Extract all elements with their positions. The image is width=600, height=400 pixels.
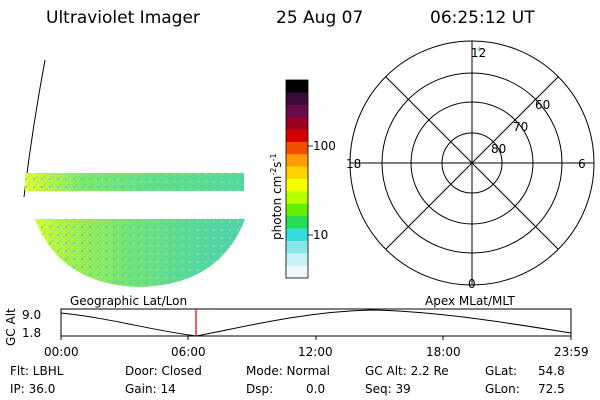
polar-plot bbox=[349, 40, 595, 286]
colorbar-segment bbox=[286, 203, 308, 217]
dsp-value: 0.0 bbox=[306, 382, 326, 396]
aurora-image-bowl bbox=[35, 219, 245, 287]
x-tick-1800: 18:00 bbox=[426, 345, 461, 359]
colorbar-segment bbox=[286, 216, 308, 229]
colorbar-segment bbox=[286, 104, 308, 118]
x-tick-2359: 23:59 bbox=[554, 345, 589, 359]
gc-alt-status: GC Alt: 2.2 Re bbox=[365, 364, 449, 378]
colorbar-segment bbox=[286, 265, 308, 279]
colorbar-segment bbox=[286, 191, 308, 205]
y-tick-1-8: 1.8 bbox=[22, 326, 42, 340]
colorbar-segment bbox=[286, 240, 308, 254]
seq-status: Seq: 39 bbox=[365, 382, 411, 396]
colorbar-tick-100: 100 bbox=[313, 139, 336, 153]
color-scale-bar bbox=[286, 80, 308, 279]
geographic-latlon-label: Geographic Lat/Lon bbox=[70, 294, 188, 308]
time-label: 06:25:12 UT bbox=[430, 8, 535, 28]
apex-mlat-mlt-label: Apex MLat/MLT bbox=[425, 294, 515, 308]
colorbar-segment bbox=[286, 141, 308, 155]
aurora-image-strip bbox=[25, 173, 244, 191]
colorbar-segment bbox=[286, 179, 308, 192]
door-status: Door: Closed bbox=[125, 364, 202, 378]
gain-status: Gain: 14 bbox=[125, 382, 176, 396]
lat-label-70: 70 bbox=[513, 120, 529, 134]
mlt-label-6: 6 bbox=[578, 157, 586, 171]
colorbar-segment bbox=[286, 253, 308, 267]
glon-value: 72.5 bbox=[538, 382, 565, 396]
x-tick-0000: 00:00 bbox=[44, 345, 79, 359]
glat-value: 54.8 bbox=[538, 364, 565, 378]
gc-alt-axis-title: GC Alt bbox=[4, 308, 18, 346]
colorbar-segment bbox=[286, 228, 308, 242]
ip-status: IP: 36.0 bbox=[10, 382, 56, 396]
colorbar-segment bbox=[286, 80, 308, 93]
altitude-timeline-box bbox=[60, 308, 572, 337]
date-label: 25 Aug 07 bbox=[276, 8, 364, 28]
colorbar-tick-10: 10 bbox=[313, 228, 329, 242]
glon-label: GLon: bbox=[485, 382, 520, 396]
colorbar-segment bbox=[286, 92, 308, 106]
mlt-label-18: 18 bbox=[346, 157, 362, 171]
colorbar-segment bbox=[286, 166, 308, 180]
x-tick-0600: 06:00 bbox=[171, 345, 206, 359]
dsp-status: Dsp: bbox=[246, 382, 274, 396]
lat-label-80: 80 bbox=[491, 142, 507, 156]
instrument-title: Ultraviolet Imager bbox=[46, 8, 200, 28]
mlt-label-0: 0 bbox=[468, 277, 476, 291]
lat-label-60: 60 bbox=[535, 98, 551, 112]
filter-status: Flt: LBHL bbox=[10, 364, 64, 378]
altitude-curve bbox=[60, 309, 572, 337]
colorbar-segment bbox=[286, 117, 308, 130]
mode-status: Mode: Normal bbox=[246, 364, 330, 378]
y-tick-9: 9.0 bbox=[22, 308, 42, 322]
x-tick-1200: 12:00 bbox=[298, 345, 333, 359]
colorbar-unit-label: photon cm-2s-1 bbox=[269, 153, 284, 240]
svg-text:+: + bbox=[476, 45, 484, 55]
colorbar-segment bbox=[286, 129, 308, 143]
x-axis-ticks bbox=[60, 336, 572, 340]
mlt-label-12: 12 bbox=[471, 46, 487, 60]
colorbar-segment bbox=[286, 154, 308, 168]
glat-label: GLat: bbox=[485, 364, 518, 378]
